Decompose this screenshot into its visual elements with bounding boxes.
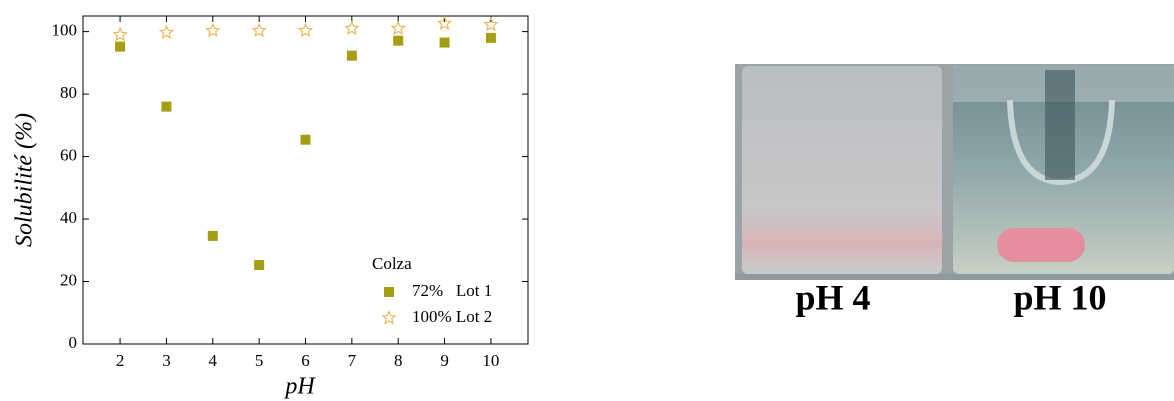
star-point bbox=[483, 16, 499, 32]
legend-label: 100% Lot 2 bbox=[412, 307, 492, 326]
photo-label: pH 10 bbox=[1013, 277, 1106, 317]
x-tick-label: 3 bbox=[162, 351, 171, 370]
star-point bbox=[390, 20, 406, 36]
star-point bbox=[158, 24, 175, 40]
square-point bbox=[161, 101, 172, 112]
square-point bbox=[393, 35, 404, 46]
x-tick-label: 7 bbox=[348, 351, 357, 370]
square-point bbox=[485, 32, 496, 43]
star-point bbox=[112, 26, 128, 42]
y-axis-label: Solubilité (%) bbox=[12, 113, 38, 247]
x-tick-label: 5 bbox=[255, 351, 264, 370]
legend-marker bbox=[384, 287, 394, 297]
x-tick-label: 4 bbox=[209, 351, 218, 370]
photo-label: pH 4 bbox=[795, 277, 870, 317]
y-tick-label: 40 bbox=[60, 208, 77, 227]
y-tick-label: 60 bbox=[60, 145, 77, 164]
star-point bbox=[251, 22, 267, 38]
legend-label: 72% Lot 1 bbox=[412, 281, 492, 300]
y-tick-label: 80 bbox=[60, 83, 77, 102]
square-point bbox=[207, 230, 218, 241]
y-tick-label: 20 bbox=[60, 270, 77, 289]
square-point bbox=[300, 134, 311, 145]
square-point bbox=[115, 41, 126, 52]
x-tick-label: 8 bbox=[394, 351, 403, 370]
square-point bbox=[254, 259, 265, 270]
star-point bbox=[205, 22, 221, 38]
y-tick-label: 100 bbox=[52, 21, 78, 40]
x-tick-label: 10 bbox=[482, 351, 499, 370]
legend-title: Colza bbox=[372, 254, 412, 273]
y-tick-label: 0 bbox=[69, 333, 78, 352]
photo bbox=[735, 64, 1174, 280]
x-axis-label: pH bbox=[283, 374, 316, 400]
legend-marker bbox=[381, 309, 397, 325]
star-point bbox=[436, 15, 453, 31]
star-point bbox=[297, 22, 314, 38]
square-point bbox=[439, 37, 450, 48]
square-point bbox=[346, 50, 357, 61]
star-point bbox=[344, 20, 360, 36]
x-tick-label: 9 bbox=[440, 351, 449, 370]
x-tick-label: 6 bbox=[301, 351, 310, 370]
x-tick-label: 2 bbox=[116, 351, 125, 370]
